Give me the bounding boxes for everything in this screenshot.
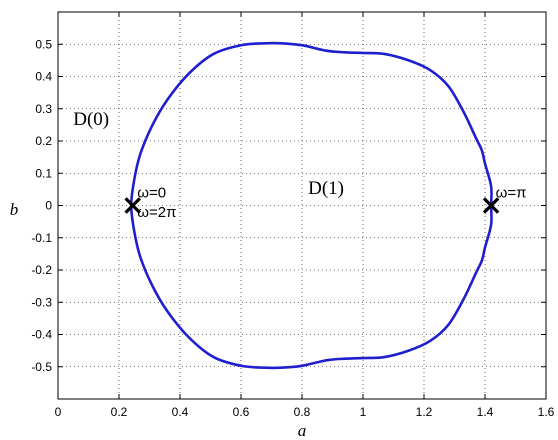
- omega-label: ω=0: [137, 184, 166, 201]
- y-tick-label: 0.2: [35, 134, 52, 148]
- y-tick-label: -0.4: [31, 328, 52, 342]
- y-tick-label: 0.3: [35, 102, 52, 116]
- x-tick-label: 0.4: [172, 405, 189, 419]
- plot-frame: [57, 11, 547, 400]
- x-tick-label: 1: [360, 405, 367, 419]
- y-tick-label: -0.1: [31, 231, 52, 245]
- x-tick-label: 0: [55, 405, 62, 419]
- x-tick-label: 1.4: [477, 405, 494, 419]
- x-tick-label: 1.2: [416, 405, 433, 419]
- x-marker: [124, 197, 141, 214]
- annotations: ω=0 ω=2π ω=π D(0) D(1): [73, 109, 526, 221]
- x-tick-label: 0.8: [294, 405, 311, 419]
- y-tick-label: -0.5: [31, 360, 52, 374]
- y-tick-label: 0.4: [35, 70, 52, 84]
- region-label: D(0): [73, 109, 109, 130]
- y-tick-label: -0.3: [31, 295, 52, 309]
- y-axis-label: b: [10, 200, 19, 219]
- y-tick-label: 0.5: [35, 37, 52, 51]
- omega-label: ω=π: [496, 184, 527, 201]
- x-tick-label: 0.6: [233, 405, 250, 419]
- markers: [124, 197, 500, 214]
- y-tick-label: 0: [45, 199, 52, 213]
- x-tick-label: 0.2: [111, 405, 128, 419]
- y-tick-label: -0.2: [31, 263, 52, 277]
- x-marker: [482, 197, 500, 214]
- x-tick-label: 1.6: [538, 405, 555, 419]
- y-tick-label: 0.1: [35, 166, 52, 180]
- ticks: [57, 12, 547, 399]
- tick-labels: 0 0.2 0.4 0.6 0.8 1 1.2 1.4 1.6 0.5 0.4 0.3 0.2 0.1 0 -…: [31, 37, 554, 419]
- x-axis-label: a: [298, 421, 307, 440]
- region-label: D(1): [308, 178, 344, 199]
- omega-label: ω=2π: [137, 204, 176, 221]
